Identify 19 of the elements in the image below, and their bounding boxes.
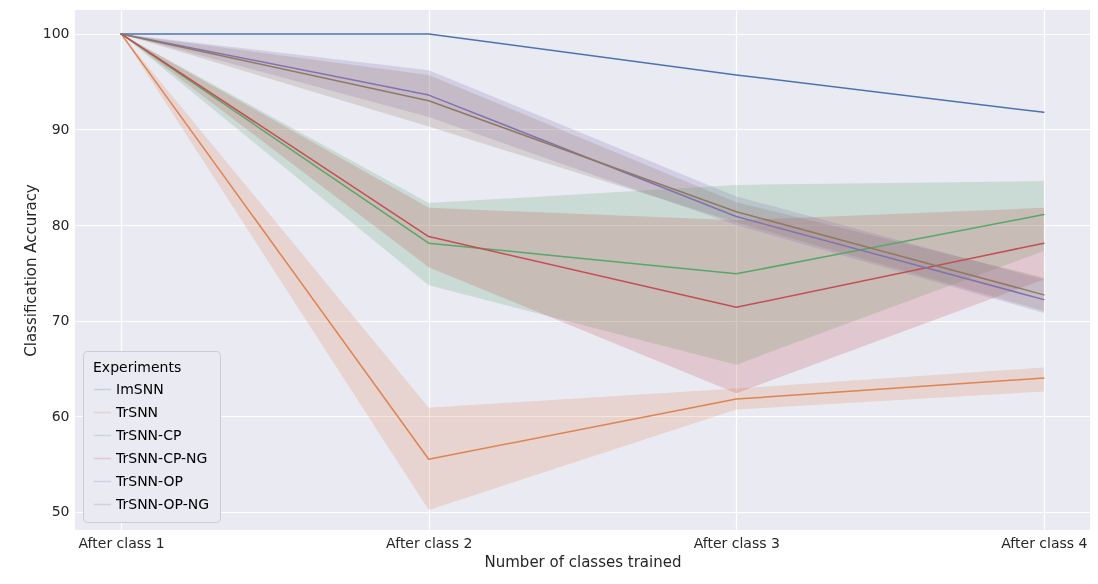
y-tick-label: 100: [42, 25, 70, 42]
x-tick-label: After class 2: [386, 534, 473, 551]
x-tick-label: After class 3: [693, 534, 780, 551]
legend-label: TrSNN: [115, 403, 159, 420]
legend-label: TrSNN-CP-NG: [115, 449, 208, 466]
legend-label: TrSNN-OP-NG: [115, 495, 210, 512]
y-tick-label: 80: [51, 216, 70, 233]
legend-label: ImSNN: [116, 380, 164, 397]
y-tick-label: 50: [51, 503, 70, 520]
y-tick-label: 90: [51, 120, 70, 137]
x-tick-label: After class 1: [78, 534, 165, 551]
x-tick-label: After class 4: [1001, 534, 1088, 551]
legend-title: Experiments: [93, 359, 182, 375]
legend-label: TrSNN-OP: [115, 472, 183, 489]
y-tick-label: 70: [51, 312, 70, 329]
y-axis-title: Classification Accuracy: [21, 184, 40, 357]
y-tick-label: 60: [51, 407, 70, 424]
legend-label: TrSNN-CP: [115, 426, 182, 443]
x-axis-title: Number of classes trained: [484, 552, 682, 571]
